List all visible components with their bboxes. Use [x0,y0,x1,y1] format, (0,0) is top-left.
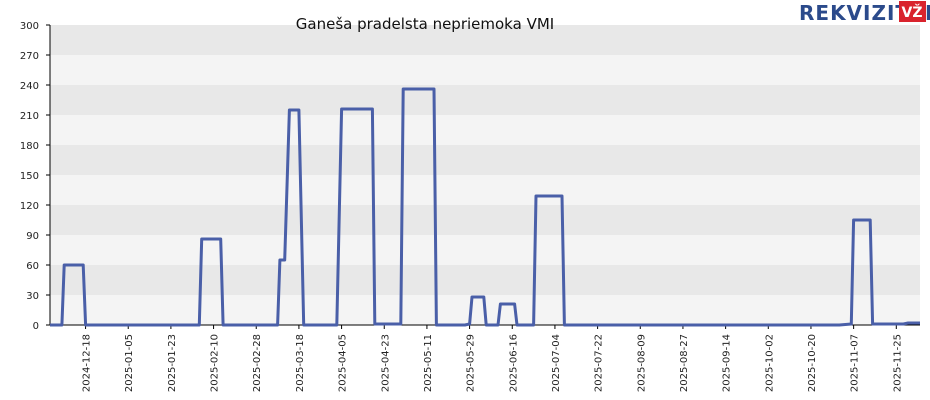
grid-band [50,205,920,235]
x-tick-label: 2025-02-28 [252,334,263,392]
grid-band [50,115,920,145]
y-tick-label: 120 [20,201,39,212]
y-tick-label: 180 [20,141,39,152]
x-tick-label: 2025-08-27 [679,334,690,392]
x-tick-label: 2025-09-14 [722,334,733,392]
y-axis: 0 30 60 90 120 150 180 210 240 270 300 [20,21,50,332]
x-tick-label: 2025-04-23 [380,334,391,392]
grid-band [50,175,920,205]
grid-band [50,265,920,295]
grid-band [50,235,920,265]
series-line [50,87,920,327]
brand-logo: REKVIZITAI VŽ [799,1,930,25]
y-tick-label: 30 [26,291,39,302]
x-tick-label: 2025-05-11 [423,334,434,392]
brand-badge-text: VŽ [902,4,923,21]
x-tick-label: 2025-10-02 [764,334,775,392]
grid-band [50,85,920,115]
y-tick-label: 300 [20,21,39,32]
grid-band [50,55,920,85]
y-tick-label: 60 [26,261,39,272]
x-tick-label: 2025-01-23 [167,334,178,392]
y-tick-label: 270 [20,51,39,62]
x-tick-label: 2025-08-09 [636,334,647,392]
x-tick-label: 2025-11-07 [850,334,861,392]
x-tick-label: 2025-05-29 [466,334,477,392]
x-tick-label: 2025-07-04 [551,334,562,392]
x-tick-label: 2025-01-05 [124,334,135,392]
x-tick-label: 2025-02-10 [210,334,221,392]
x-tick-label: 2025-03-18 [295,334,306,392]
grid-bands [50,25,920,325]
x-tick-label: 2025-11-25 [892,334,903,392]
y-tick-label: 240 [20,81,39,92]
y-tick-label: 210 [20,111,39,122]
x-tick-label: 2024-12-18 [82,334,93,392]
y-tick-label: 150 [20,171,39,182]
chart-title: Ganeša pradelsta nepriemoka VMI [296,15,554,33]
x-tick-label: 2025-06-16 [508,334,519,392]
grid-band [50,145,920,175]
brand-badge [899,1,926,22]
grid-band [50,25,920,55]
x-tick-label: 2025-04-05 [338,334,349,392]
x-axis: 2024-12-18 2025-01-05 2025-01-23 2025-02-10… [82,325,903,392]
x-tick-label: 2025-10-20 [807,334,818,392]
y-tick-label: 90 [26,231,39,242]
x-tick-label: 2025-07-22 [594,334,605,392]
y-tick-label: 0 [33,321,39,332]
